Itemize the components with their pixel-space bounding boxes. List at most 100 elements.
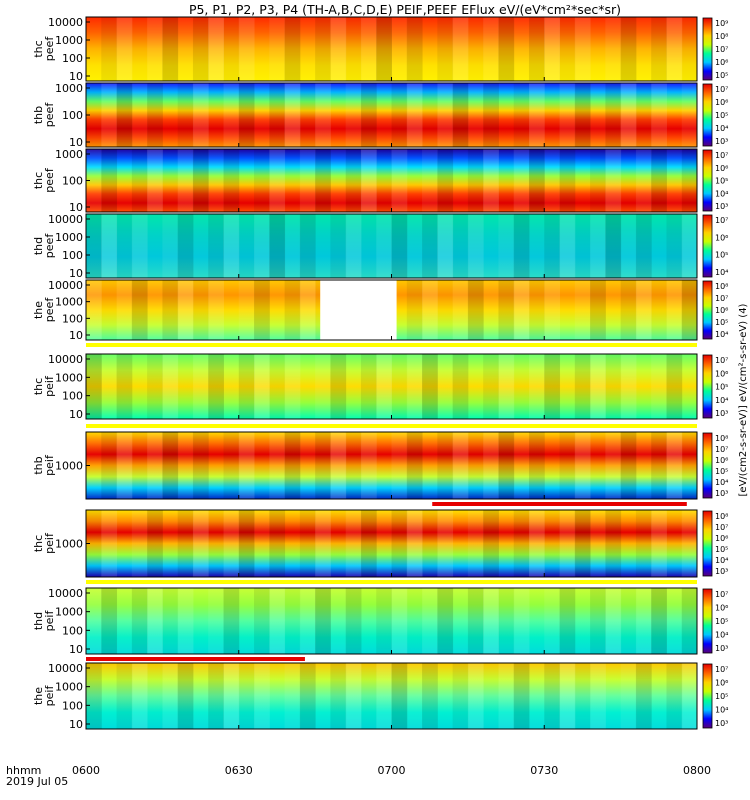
time-bin [131, 214, 148, 278]
time-bin [208, 149, 224, 212]
time-bin [330, 354, 347, 419]
time-bin [162, 17, 179, 81]
time-bin [315, 588, 331, 654]
time-bin [422, 510, 438, 577]
time-bin [528, 354, 545, 419]
time-bin [254, 17, 270, 81]
time-bin [621, 510, 637, 577]
spectrogram-fill [86, 432, 697, 499]
y-tick-label: 1000 [55, 606, 83, 619]
time-bin [86, 354, 102, 419]
time-bin [636, 354, 652, 419]
time-bin [361, 663, 377, 729]
time-bin [269, 214, 286, 278]
y-tick-label: 1000 [55, 82, 83, 95]
time-bin [529, 663, 545, 729]
time-bin [86, 17, 102, 81]
time-bin [376, 214, 392, 278]
time-bin [422, 214, 438, 278]
time-bin [498, 510, 514, 577]
time-bin [116, 17, 133, 81]
time-bin [544, 17, 561, 81]
colorbar-tick-label: 10⁴ [715, 124, 728, 133]
colorbar-tick-label: 10⁷ [715, 590, 728, 599]
time-bin [223, 432, 240, 499]
time-bin [437, 432, 454, 499]
time-bin [635, 149, 652, 212]
time-bin [162, 280, 179, 340]
time-bin [620, 17, 637, 81]
time-bin [406, 663, 423, 729]
time-bin [528, 17, 545, 81]
time-bin [605, 432, 622, 499]
time-bin [254, 588, 270, 654]
time-bin [299, 588, 316, 654]
time-bin [666, 663, 683, 729]
colorbar-tick-label: 10⁸ [715, 32, 728, 41]
time-bin [86, 510, 102, 577]
colorbar-tick-label: 10⁵ [715, 617, 728, 626]
time-bin [86, 663, 102, 729]
time-bin [193, 588, 209, 654]
time-bin [682, 354, 698, 419]
panel-y-label: peef [43, 297, 56, 323]
time-bin [86, 280, 102, 340]
time-bin [315, 149, 331, 212]
y-tick-label: 10 [69, 136, 83, 149]
time-bin [254, 214, 270, 278]
time-bin [407, 214, 423, 278]
time-bin [299, 663, 316, 729]
colorbar-tick-label: 10³ [715, 137, 728, 146]
time-bin [559, 663, 576, 729]
panel-y-label: thc [32, 378, 45, 395]
time-bin [284, 280, 301, 340]
x-tick-label: 0630 [225, 764, 253, 777]
time-bin [360, 17, 377, 81]
time-bin [192, 354, 209, 419]
time-bin [406, 17, 423, 81]
time-bin [544, 149, 561, 212]
time-bin [192, 432, 209, 499]
colorbar-tick-label: 10⁶ [715, 456, 728, 465]
colorbar-tick-label: 10⁴ [715, 396, 728, 405]
spectrogram-fill [86, 83, 697, 147]
time-bin [574, 432, 591, 499]
time-bin [330, 149, 346, 212]
time-bin [269, 280, 285, 340]
time-bin [406, 432, 423, 499]
time-bin [513, 432, 530, 499]
colorbar-tick-label: 10⁷ [715, 216, 728, 225]
colorbar-tick-label: 10⁴ [715, 631, 728, 640]
time-bin [330, 17, 347, 81]
time-bin [360, 354, 377, 419]
x-tick-label: 0700 [378, 764, 406, 777]
time-bin [528, 510, 545, 577]
time-bin [590, 17, 606, 81]
time-bin [605, 588, 622, 654]
time-bin [101, 214, 118, 278]
panel-y-label: peif [43, 532, 56, 554]
time-bin [452, 214, 469, 278]
time-bin [254, 354, 270, 419]
colorbar-tick-label: 10⁹ [715, 19, 728, 28]
time-bin [590, 588, 606, 654]
date-label: 2019 Jul 05 [6, 775, 68, 788]
time-bin [681, 83, 698, 147]
panel-y-label: peif [43, 685, 56, 707]
time-bin [453, 588, 469, 654]
y-tick-label: 100 [62, 312, 83, 325]
time-bin [498, 588, 515, 654]
time-bin [269, 432, 286, 499]
y-tick-label: 1000 [55, 296, 83, 309]
time-bin [620, 432, 637, 499]
colorbar-tick-label: 10³ [715, 567, 728, 576]
time-bin [208, 17, 224, 81]
time-bin [162, 588, 179, 654]
colorbar-tick-label: 10⁷ [715, 85, 728, 94]
flag-strip [432, 502, 687, 506]
time-bin [544, 214, 561, 278]
time-bin [651, 149, 667, 212]
colorbar-tick-label: 10⁷ [715, 665, 728, 674]
time-bin [315, 83, 331, 147]
